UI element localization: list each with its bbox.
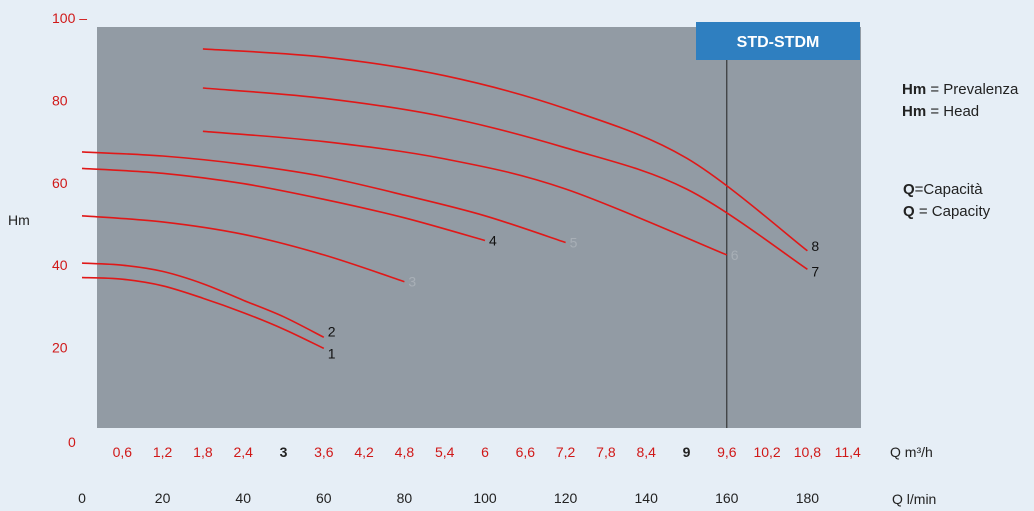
x-tick-m3h: 7,2 (556, 444, 576, 460)
x-tick-m3h: 3 (280, 444, 288, 460)
x-tick-lmin: 40 (235, 490, 251, 506)
plot-area (97, 27, 861, 428)
curve-label-3: 3 (408, 274, 416, 290)
y-tick-label: 100 – (52, 10, 87, 26)
curve-label-6: 6 (731, 247, 739, 263)
curve-label-1: 1 (328, 345, 336, 361)
x-tick-lmin: 140 (635, 490, 659, 506)
legend-text-capacity: = Capacity (914, 203, 991, 220)
x-tick-m3h: 2,4 (233, 444, 253, 460)
legend-text-capacita: =Capacità (914, 181, 983, 198)
legend-hm-prevalenza: Hm = Prevalenza (902, 80, 1018, 99)
curve-5 (81, 151, 566, 244)
x-tick-m3h: 4,8 (395, 444, 415, 460)
model-badge-label: STD-STDM (737, 34, 820, 51)
x-axis-unit-m3h: Q m³/h (890, 444, 933, 460)
x-tick-m3h: 9 (683, 444, 691, 460)
curve-6 (202, 130, 728, 256)
x-tick-m3h: 1,8 (193, 444, 213, 460)
curve-label-4: 4 (489, 232, 497, 248)
legend-symbol-hm: Hm (902, 103, 927, 120)
x-tick-lmin: 100 (473, 490, 497, 506)
curve-label-5: 5 (570, 235, 578, 251)
x-tick-m3h: 11,4 (835, 444, 861, 460)
x-tick-m3h: 1,2 (153, 444, 173, 460)
x-tick-m3h: 10,2 (753, 444, 780, 460)
x-tick-m3h: 0,6 (113, 444, 133, 460)
x-tick-m3h: 8,4 (636, 444, 656, 460)
x-tick-m3h: 10,8 (794, 444, 821, 460)
legend-text-head: = Head (926, 103, 980, 120)
legend-text-prevalenza: = Prevalenza (926, 81, 1019, 98)
y-tick-label: 20 (52, 340, 68, 356)
x-tick-lmin: 20 (155, 490, 171, 506)
curve-4 (81, 167, 486, 242)
curve-2 (81, 262, 325, 339)
x-tick-m3h: 7,8 (596, 444, 616, 460)
x-tick-lmin: 60 (316, 490, 332, 506)
x-tick-m3h: 6 (481, 444, 489, 460)
x-axis-unit-lmin: Q l/min (892, 491, 936, 507)
curve-label-8: 8 (811, 238, 819, 254)
legend-symbol-hm: Hm (902, 81, 927, 98)
curve-3 (81, 215, 405, 283)
x-tick-m3h: 5,4 (435, 444, 455, 460)
x-tick-lmin: 120 (554, 490, 578, 506)
x-tick-m3h: 6,6 (516, 444, 536, 460)
legend-hm-head: Hm = Head (902, 102, 979, 121)
curve-8 (202, 48, 808, 252)
curve-label-2: 2 (328, 323, 336, 339)
y-tick-label: 40 (52, 257, 68, 273)
y-tick-label: 80 (52, 92, 68, 108)
y-tick-label: 0 (68, 434, 76, 450)
curve-7 (202, 87, 808, 270)
legend-symbol-q: Q (903, 203, 915, 220)
legend-q-capacita: Q=Capacità (903, 180, 983, 199)
x-tick-m3h: 9,6 (717, 444, 737, 460)
curve-label-7: 7 (811, 263, 819, 279)
legend-symbol-q: Q (903, 181, 915, 198)
model-badge (696, 22, 860, 60)
legend-q-capacity: Q = Capacity (903, 202, 990, 221)
x-tick-lmin: 80 (397, 490, 413, 506)
y-tick-label: 60 (52, 175, 68, 191)
x-tick-lmin: 160 (715, 490, 739, 506)
x-tick-lmin: 0 (78, 490, 86, 506)
y-axis-label: Hm (8, 212, 30, 228)
x-tick-m3h: 4,2 (354, 444, 374, 460)
curve-1 (81, 276, 325, 350)
x-tick-m3h: 3,6 (314, 444, 334, 460)
x-tick-lmin: 180 (796, 490, 820, 506)
